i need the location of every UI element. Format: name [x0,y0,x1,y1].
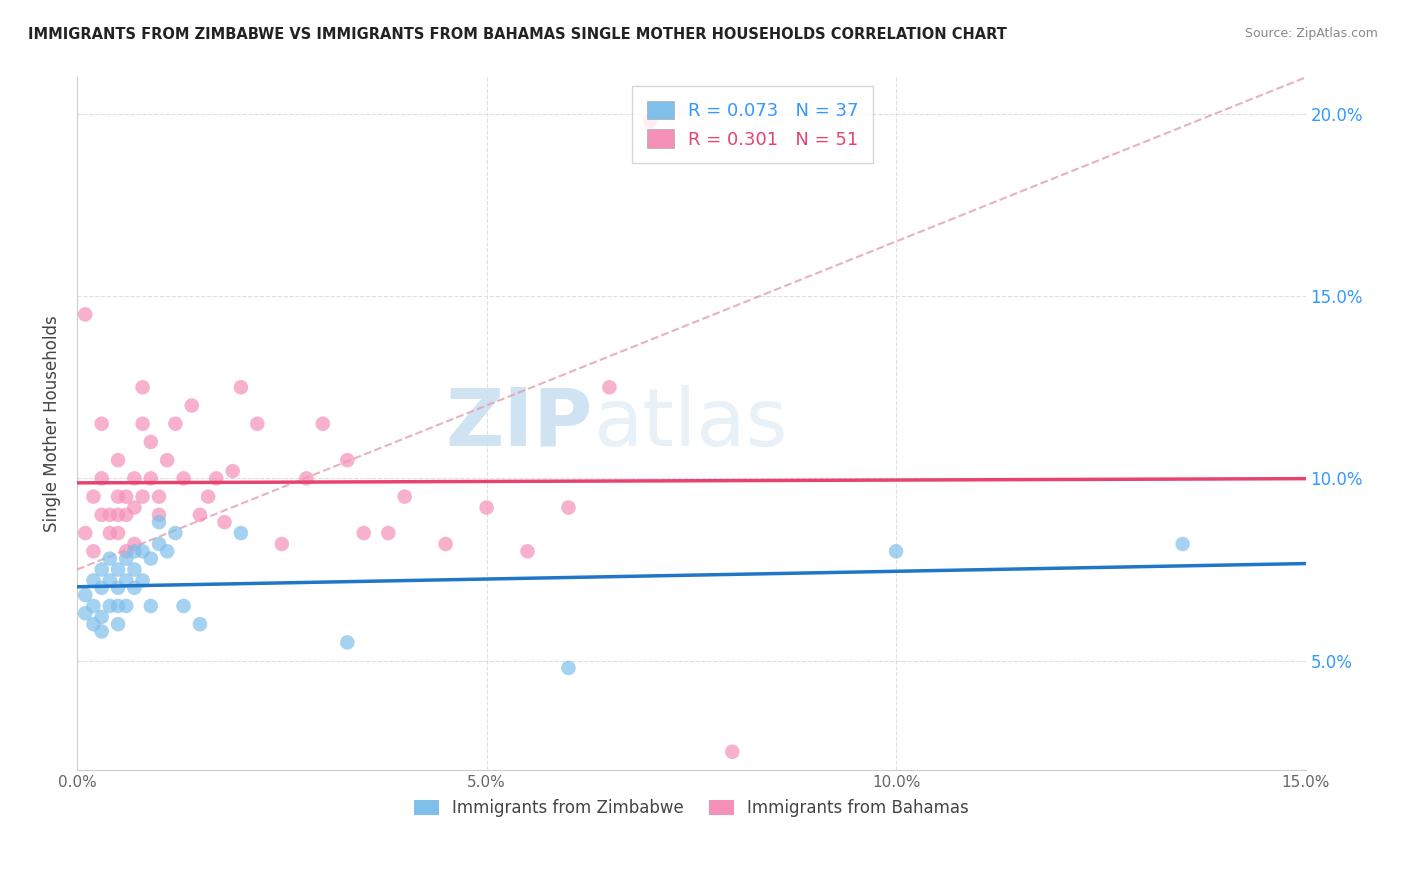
Point [188,508,211,522]
Point [75,607,97,621]
Point [516,544,538,558]
Point [197,490,219,504]
Point [139,551,162,566]
Point [434,537,457,551]
Text: IMMIGRANTS FROM ZIMBABWE VS IMMIGRANTS FROM BAHAMAS SINGLE MOTHER HOUSEHOLDS COR: IMMIGRANTS FROM ZIMBABWE VS IMMIGRANTS F… [28,27,1007,42]
Point [148,508,170,522]
Point [107,453,129,467]
Point [107,562,129,576]
Point [115,551,138,566]
Point [124,581,146,595]
Point [98,574,121,588]
Point [115,574,138,588]
Point [90,610,112,624]
Point [475,500,498,515]
Point [107,508,129,522]
Point [377,526,399,541]
Point [557,661,579,675]
Point [115,490,138,504]
Point [124,537,146,551]
Point [131,544,153,558]
Point [82,490,104,504]
Point [107,617,129,632]
Point [721,745,744,759]
Point [148,515,170,529]
Point [115,599,138,613]
Point [188,617,211,632]
Point [131,417,153,431]
Point [173,599,195,613]
Point [173,471,195,485]
Point [98,508,121,522]
Point [90,581,112,595]
Text: atlas: atlas [593,384,787,463]
Point [229,526,252,541]
Point [884,544,907,558]
Point [98,551,121,566]
Point [246,417,269,431]
Point [156,544,179,558]
Point [107,599,129,613]
Point [107,490,129,504]
Point [124,562,146,576]
Point [124,471,146,485]
Point [90,624,112,639]
Point [139,434,162,449]
Point [336,453,359,467]
Point [115,508,138,522]
Text: Source: ZipAtlas.com: Source: ZipAtlas.com [1244,27,1378,40]
Point [139,599,162,613]
Point [312,417,335,431]
Point [90,417,112,431]
Point [82,599,104,613]
Point [598,380,620,394]
Point [148,490,170,504]
Point [165,417,187,431]
Point [205,471,228,485]
Point [75,526,97,541]
Point [180,399,202,413]
Point [229,380,252,394]
Point [90,471,112,485]
Point [353,526,375,541]
Point [214,515,236,529]
Point [131,380,153,394]
Point [394,490,416,504]
Point [98,599,121,613]
Point [557,500,579,515]
Point [107,526,129,541]
Point [124,500,146,515]
Point [640,114,662,128]
Point [148,537,170,551]
Point [75,588,97,602]
Point [98,526,121,541]
Point [82,544,104,558]
Point [139,471,162,485]
Point [90,508,112,522]
Point [270,537,292,551]
Point [107,581,129,595]
Point [82,617,104,632]
Y-axis label: Single Mother Households: Single Mother Households [44,316,60,533]
Text: ZIP: ZIP [446,384,593,463]
Point [90,562,112,576]
Point [165,526,187,541]
Point [336,635,359,649]
Point [295,471,318,485]
Point [1171,537,1194,551]
Point [131,574,153,588]
Point [115,544,138,558]
Point [124,544,146,558]
Point [82,574,104,588]
Point [221,464,243,478]
Point [156,453,179,467]
Legend: Immigrants from Zimbabwe, Immigrants from Bahamas: Immigrants from Zimbabwe, Immigrants fro… [408,793,976,824]
Point [75,307,97,321]
Point [131,490,153,504]
